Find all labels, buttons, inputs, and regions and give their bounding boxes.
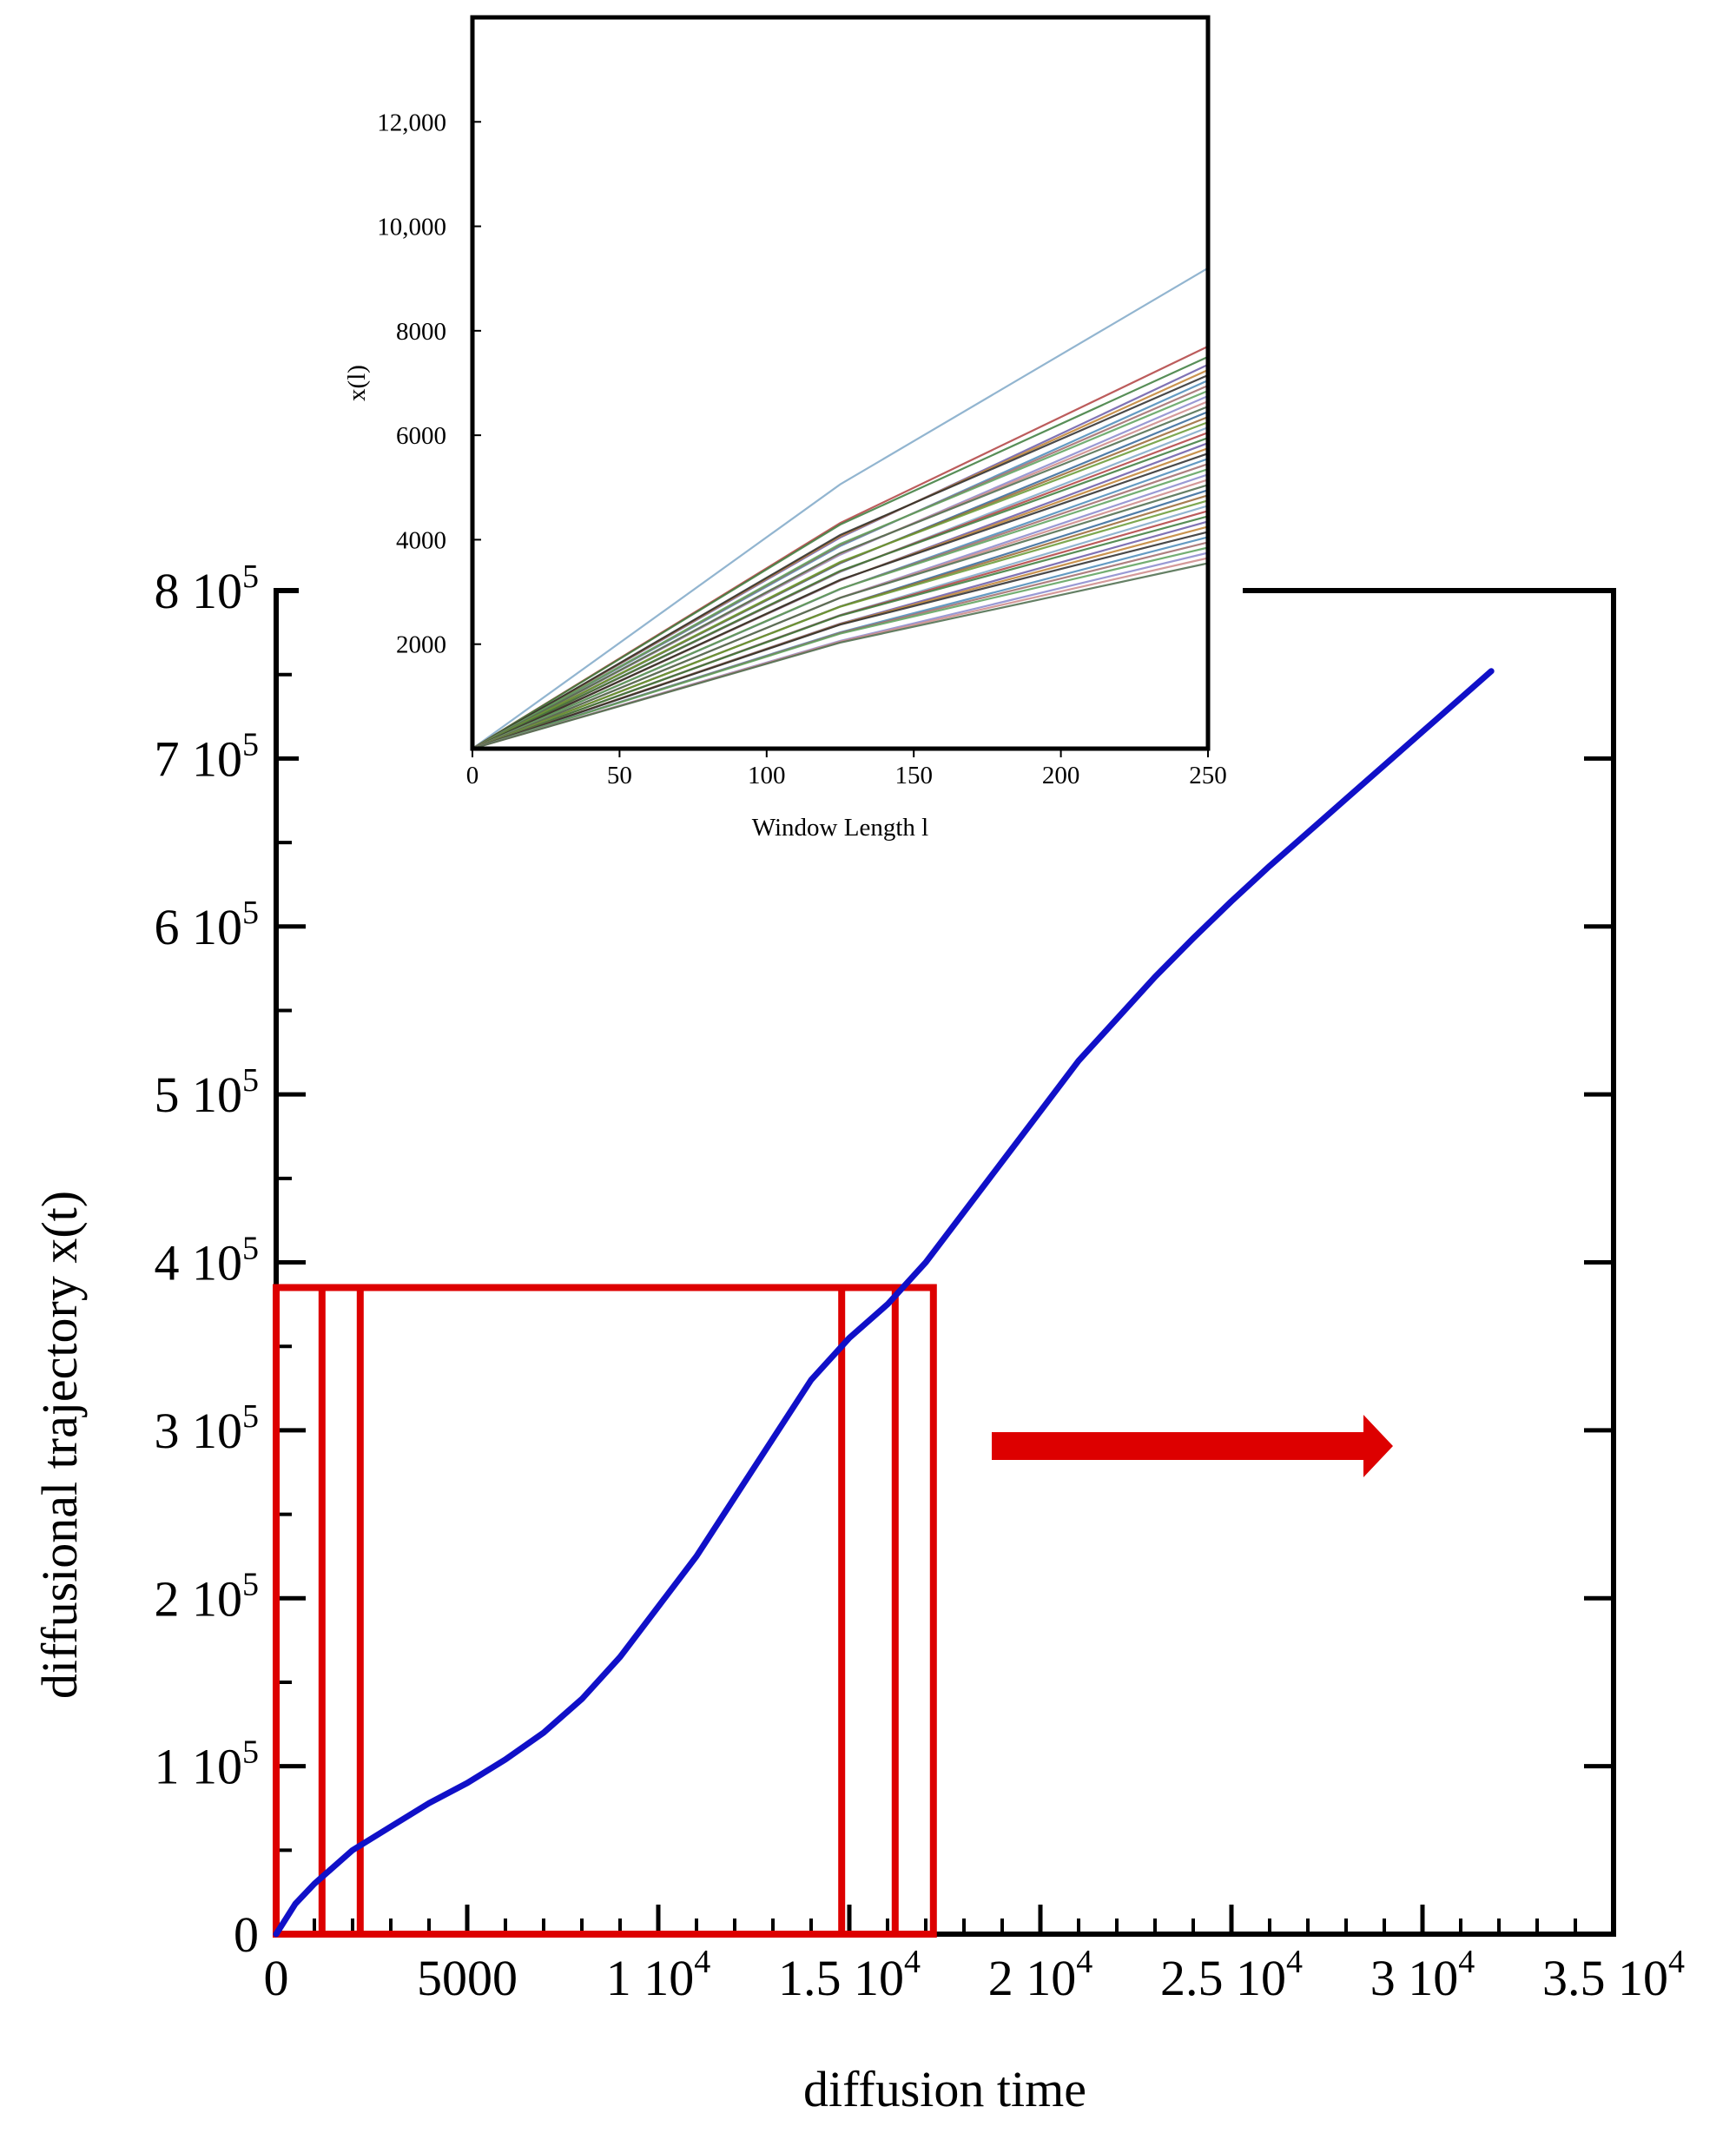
main-x-tick-label: 3.5 104 [1542, 1944, 1685, 2006]
inset-y-tick-label: 6000 [396, 422, 446, 450]
inset-series-line [472, 452, 1209, 750]
trajectory-line [273, 668, 1495, 1938]
inset-series-line [472, 421, 1209, 750]
main-x-axis-title: diffusion time [803, 2061, 1086, 2117]
main-y-axis: 0 1 105 2 105 3 105 4 105 5 105 6 105 7 105 8 10… [155, 558, 1614, 1963]
inset-series-line [472, 515, 1209, 750]
main-y-tick-label: 1 105 [155, 1734, 260, 1795]
inset-series-group [472, 267, 1209, 750]
main-y-tick-label: 0 [234, 1906, 259, 1963]
inset-x-tick-label: 250 [1189, 762, 1227, 789]
right-arrow-icon [992, 1415, 1393, 1477]
inset-x-axis: 0 50 100 150 200 250 [466, 749, 1227, 789]
inset-series-line [472, 546, 1209, 750]
inset-series-line [472, 531, 1209, 750]
inset-x-tick-label: 0 [466, 762, 479, 789]
inset-series-line [472, 406, 1209, 750]
inset-frame-rect [470, 15, 1211, 751]
main-series [273, 668, 1495, 1938]
inset-y-tick-label: 8000 [396, 318, 446, 346]
arrow-shape [992, 1415, 1393, 1477]
inset-y-axis-title: x(l) [343, 365, 371, 401]
main-y-tick-label: 5 105 [155, 1062, 260, 1123]
window-rect-3 [356, 1284, 846, 1938]
main-y-tick-label: 8 105 [155, 558, 260, 619]
main-chart: 0 1 105 2 105 3 105 4 105 5 105 6 105 7 105 8 10… [31, 558, 1685, 2117]
inset-series-line [472, 267, 1209, 750]
inset-series-line [472, 389, 1209, 750]
inset-y-tick-label: 10,000 [377, 214, 446, 241]
main-x-tick-label: 2.5 104 [1160, 1944, 1303, 2006]
main-y-axis-title: diffusional trajectory x(t) [31, 1191, 88, 1699]
main-x-axis: 0 5000 1 104 1.5 104 2 104 2.5 104 3 104 3.5 10… [264, 1905, 1685, 2006]
inset-y-axis: 2000 4000 6000 8000 10,000 12,000 [377, 109, 481, 659]
main-x-tick-label: 3 104 [1370, 1944, 1475, 2006]
main-y-tick-label: 3 105 [155, 1398, 260, 1459]
inset-x-tick-label: 200 [1042, 762, 1080, 789]
main-y-tick-label: 7 105 [155, 726, 260, 787]
inset-plot-frame [470, 15, 1211, 751]
inset-series-line [472, 437, 1209, 750]
inset-x-tick-label: 50 [607, 762, 632, 789]
inset-chart: 2000 4000 6000 8000 10,000 12,000 0 50 100 150 20… [299, 0, 1243, 853]
inset-series-line [472, 499, 1209, 750]
inset-series-line [472, 355, 1209, 750]
inset-x-tick-label: 150 [894, 762, 933, 789]
window-rectangles [273, 1284, 937, 1938]
inset-x-axis-title: Window Length l [752, 814, 928, 842]
main-x-tick-label: 1.5 104 [778, 1944, 921, 2006]
main-x-tick-label: 1 104 [606, 1944, 711, 2006]
main-y-tick-label: 6 105 [155, 895, 260, 955]
inset-series-line [472, 562, 1209, 750]
inset-x-tick-label: 100 [748, 762, 786, 789]
main-y-tick-label: 4 105 [155, 1231, 260, 1291]
main-x-tick-label: 5000 [417, 1950, 518, 2006]
inset-series-line [472, 373, 1209, 750]
main-x-tick-label: 2 104 [988, 1944, 1093, 2006]
inset-y-tick-label: 12,000 [377, 109, 446, 136]
inset-series-line [472, 468, 1209, 750]
main-x-tick-label: 0 [264, 1950, 289, 2006]
inset-y-tick-label: 4000 [396, 526, 446, 554]
inset-series-line [472, 484, 1209, 750]
main-y-tick-label: 2 105 [155, 1566, 260, 1627]
inset-y-tick-label: 2000 [396, 631, 446, 659]
